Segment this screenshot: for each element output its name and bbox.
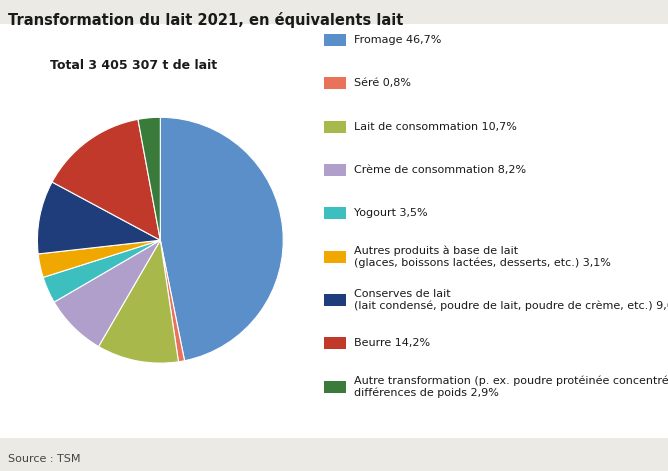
Text: Beurre 14,2%: Beurre 14,2% [354, 338, 430, 349]
Text: Conserves de lait
(lait condensé, poudre de lait, poudre de crème, etc.) 9,6%: Conserves de lait (lait condensé, poudre… [354, 289, 668, 311]
Text: Autre transformation (p. ex. poudre protéinée concentrée),
différences de poids : Autre transformation (p. ex. poudre prot… [354, 375, 668, 398]
Wedge shape [37, 182, 160, 254]
Text: Yogourt 3,5%: Yogourt 3,5% [354, 208, 428, 219]
Wedge shape [54, 240, 160, 347]
Wedge shape [160, 240, 184, 362]
Text: Fromage 46,7%: Fromage 46,7% [354, 35, 442, 45]
Text: Lait de consommation 10,7%: Lait de consommation 10,7% [354, 122, 517, 132]
Wedge shape [160, 117, 283, 361]
Wedge shape [99, 240, 178, 363]
Text: Transformation du lait 2021, en équivalents lait: Transformation du lait 2021, en équivale… [8, 12, 403, 28]
Wedge shape [52, 119, 160, 240]
Wedge shape [38, 240, 160, 277]
Text: Crème de consommation 8,2%: Crème de consommation 8,2% [354, 165, 526, 175]
Wedge shape [138, 117, 160, 240]
Text: Séré 0,8%: Séré 0,8% [354, 78, 411, 89]
Wedge shape [43, 240, 160, 302]
Text: Source : TSM: Source : TSM [8, 454, 81, 464]
Text: Total 3 405 307 t de lait: Total 3 405 307 t de lait [50, 59, 217, 72]
Text: Autres produits à base de lait
(glaces, boissons lactées, desserts, etc.) 3,1%: Autres produits à base de lait (glaces, … [354, 245, 611, 268]
